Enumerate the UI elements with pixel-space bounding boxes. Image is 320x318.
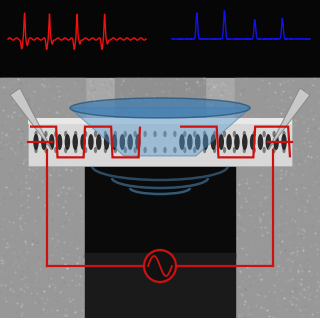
Ellipse shape xyxy=(173,147,177,153)
Ellipse shape xyxy=(203,147,206,153)
Ellipse shape xyxy=(133,147,137,153)
Ellipse shape xyxy=(94,147,97,153)
Ellipse shape xyxy=(64,147,68,153)
Ellipse shape xyxy=(133,131,137,137)
Ellipse shape xyxy=(104,134,109,150)
Ellipse shape xyxy=(173,131,177,137)
Ellipse shape xyxy=(187,134,193,150)
Ellipse shape xyxy=(34,147,38,153)
Ellipse shape xyxy=(112,134,117,150)
Ellipse shape xyxy=(114,131,117,137)
Ellipse shape xyxy=(179,134,185,150)
Polygon shape xyxy=(268,88,310,150)
Polygon shape xyxy=(70,108,250,156)
Ellipse shape xyxy=(193,131,196,137)
Ellipse shape xyxy=(80,134,86,150)
Ellipse shape xyxy=(213,147,216,153)
Ellipse shape xyxy=(73,134,78,150)
Ellipse shape xyxy=(282,131,286,137)
Ellipse shape xyxy=(54,147,58,153)
Ellipse shape xyxy=(94,131,97,137)
Ellipse shape xyxy=(74,131,77,137)
Ellipse shape xyxy=(44,131,48,137)
Ellipse shape xyxy=(34,131,38,137)
Ellipse shape xyxy=(57,134,62,150)
Ellipse shape xyxy=(84,147,87,153)
Ellipse shape xyxy=(273,134,279,150)
Ellipse shape xyxy=(88,134,94,150)
Ellipse shape xyxy=(183,147,187,153)
Ellipse shape xyxy=(41,134,47,150)
Bar xyxy=(0,0,320,78)
Circle shape xyxy=(144,250,176,282)
Polygon shape xyxy=(10,88,52,150)
Ellipse shape xyxy=(250,134,255,150)
Ellipse shape xyxy=(74,147,77,153)
Ellipse shape xyxy=(266,134,271,150)
Ellipse shape xyxy=(262,131,266,137)
Ellipse shape xyxy=(44,147,48,153)
Bar xyxy=(115,78,205,318)
Ellipse shape xyxy=(272,147,276,153)
Ellipse shape xyxy=(54,131,58,137)
Ellipse shape xyxy=(124,131,127,137)
Ellipse shape xyxy=(203,131,206,137)
Bar xyxy=(28,118,292,166)
Ellipse shape xyxy=(252,147,256,153)
Ellipse shape xyxy=(213,131,216,137)
Bar xyxy=(85,166,235,258)
Bar xyxy=(85,253,235,318)
Bar xyxy=(0,78,85,318)
Ellipse shape xyxy=(96,134,101,150)
Ellipse shape xyxy=(223,131,226,137)
Ellipse shape xyxy=(233,131,236,137)
Ellipse shape xyxy=(84,131,87,137)
Ellipse shape xyxy=(183,131,187,137)
Ellipse shape xyxy=(281,134,287,150)
Ellipse shape xyxy=(193,147,196,153)
Ellipse shape xyxy=(211,134,216,150)
Bar xyxy=(0,78,320,318)
Ellipse shape xyxy=(135,134,141,150)
Ellipse shape xyxy=(124,147,127,153)
Ellipse shape xyxy=(163,131,167,137)
Ellipse shape xyxy=(272,131,276,137)
Ellipse shape xyxy=(127,134,133,150)
Ellipse shape xyxy=(33,134,39,150)
Ellipse shape xyxy=(243,147,246,153)
Ellipse shape xyxy=(234,134,240,150)
Ellipse shape xyxy=(243,131,246,137)
Ellipse shape xyxy=(120,134,125,150)
Ellipse shape xyxy=(233,147,236,153)
Ellipse shape xyxy=(104,147,107,153)
Ellipse shape xyxy=(153,147,157,153)
Ellipse shape xyxy=(104,131,107,137)
Bar xyxy=(235,78,320,318)
Ellipse shape xyxy=(153,131,157,137)
Ellipse shape xyxy=(143,131,147,137)
Ellipse shape xyxy=(219,134,224,150)
Ellipse shape xyxy=(114,147,117,153)
Ellipse shape xyxy=(252,131,256,137)
Ellipse shape xyxy=(262,147,266,153)
Ellipse shape xyxy=(258,134,263,150)
Ellipse shape xyxy=(242,134,247,150)
Ellipse shape xyxy=(282,147,286,153)
Ellipse shape xyxy=(223,147,226,153)
Ellipse shape xyxy=(49,134,54,150)
Bar xyxy=(28,118,292,124)
Ellipse shape xyxy=(203,134,208,150)
Ellipse shape xyxy=(226,134,232,150)
Ellipse shape xyxy=(70,98,250,118)
Ellipse shape xyxy=(195,134,200,150)
Ellipse shape xyxy=(143,147,147,153)
Ellipse shape xyxy=(64,131,68,137)
Ellipse shape xyxy=(65,134,70,150)
Ellipse shape xyxy=(163,147,167,153)
